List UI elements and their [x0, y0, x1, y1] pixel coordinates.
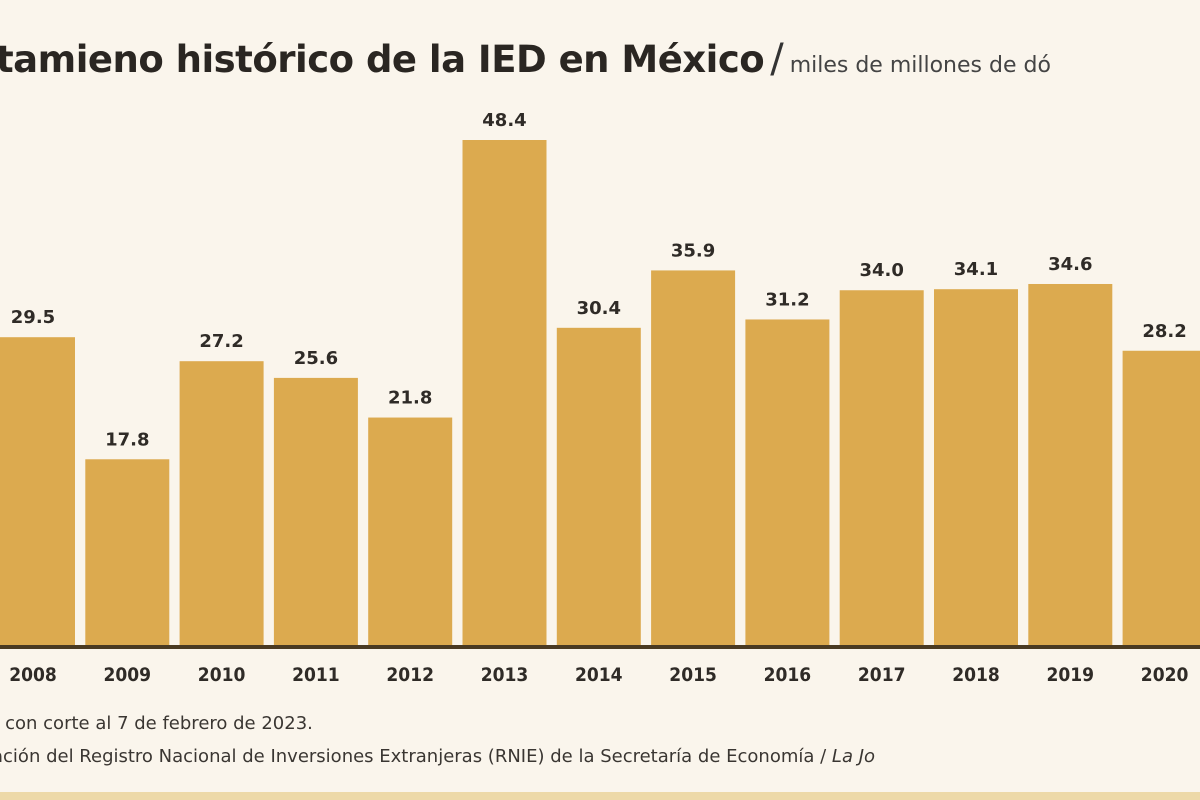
title-separator: /: [770, 36, 784, 82]
chart-subtitle: miles de millones de dó: [789, 53, 1051, 78]
source-publication: La Jo: [831, 746, 876, 767]
chart-title: tamieno histórico de la IED en México: [0, 38, 765, 81]
bar-2016: [745, 319, 830, 645]
x-tick-label-2018: 2018: [952, 664, 1000, 686]
bar-2010: [179, 361, 264, 645]
value-label-2019: 34.6: [1048, 254, 1092, 275]
bar-2018: [934, 289, 1018, 645]
x-tick-label-2011: 2011: [292, 664, 340, 686]
footnote-date: r con corte al 7 de febrero de 2023.: [0, 713, 313, 734]
x-tick-label-2010: 2010: [198, 664, 246, 686]
value-label-2015: 35.9: [671, 240, 715, 261]
x-tick-label-2015: 2015: [669, 664, 717, 686]
x-tick-label-2019: 2019: [1047, 664, 1095, 686]
x-tick-label-2013: 2013: [481, 664, 529, 686]
bar-2017: [839, 290, 924, 645]
value-label-2016: 31.2: [765, 289, 809, 310]
bottom-border: [0, 792, 1200, 800]
value-label-2009: 17.8: [105, 429, 149, 450]
x-tick-label-2008: 2008: [9, 664, 57, 686]
value-label-2012: 21.8: [388, 388, 432, 409]
value-label-2013: 48.4: [482, 110, 526, 131]
bar-2012: [368, 417, 453, 645]
x-tick-label-2017: 2017: [858, 664, 906, 686]
bar-2009: [85, 459, 170, 645]
source-text: ación del Registro Nacional de Inversion…: [0, 746, 832, 767]
bar-2008: [0, 337, 75, 645]
bar-2011: [273, 377, 358, 645]
bar-2014: [556, 327, 641, 645]
x-tick-label-2012: 2012: [386, 664, 434, 686]
bar-2020: [1122, 350, 1200, 645]
x-tick-label-2016: 2016: [764, 664, 812, 686]
value-label-2014: 30.4: [577, 298, 621, 319]
x-tick-label-2014: 2014: [575, 664, 623, 686]
x-axis-baseline: [0, 645, 1200, 649]
x-tick-label-2020: 2020: [1141, 664, 1189, 686]
x-tick-label-2009: 2009: [104, 664, 152, 686]
value-label-2008: 29.5: [11, 307, 55, 328]
value-label-2017: 34.0: [859, 260, 903, 281]
chart-title-block: tamieno histórico de la IED en México / mi…: [0, 36, 1051, 82]
value-label-2018: 34.1: [954, 259, 998, 280]
value-label-2020: 28.2: [1142, 321, 1186, 342]
footnote-source: ación del Registro Nacional de Inversion…: [0, 746, 875, 767]
value-label-2011: 25.6: [294, 348, 338, 369]
bar-2019: [1028, 283, 1113, 645]
value-label-2010: 27.2: [199, 331, 243, 352]
bar-2015: [651, 270, 736, 645]
bar-2013: [462, 140, 547, 645]
